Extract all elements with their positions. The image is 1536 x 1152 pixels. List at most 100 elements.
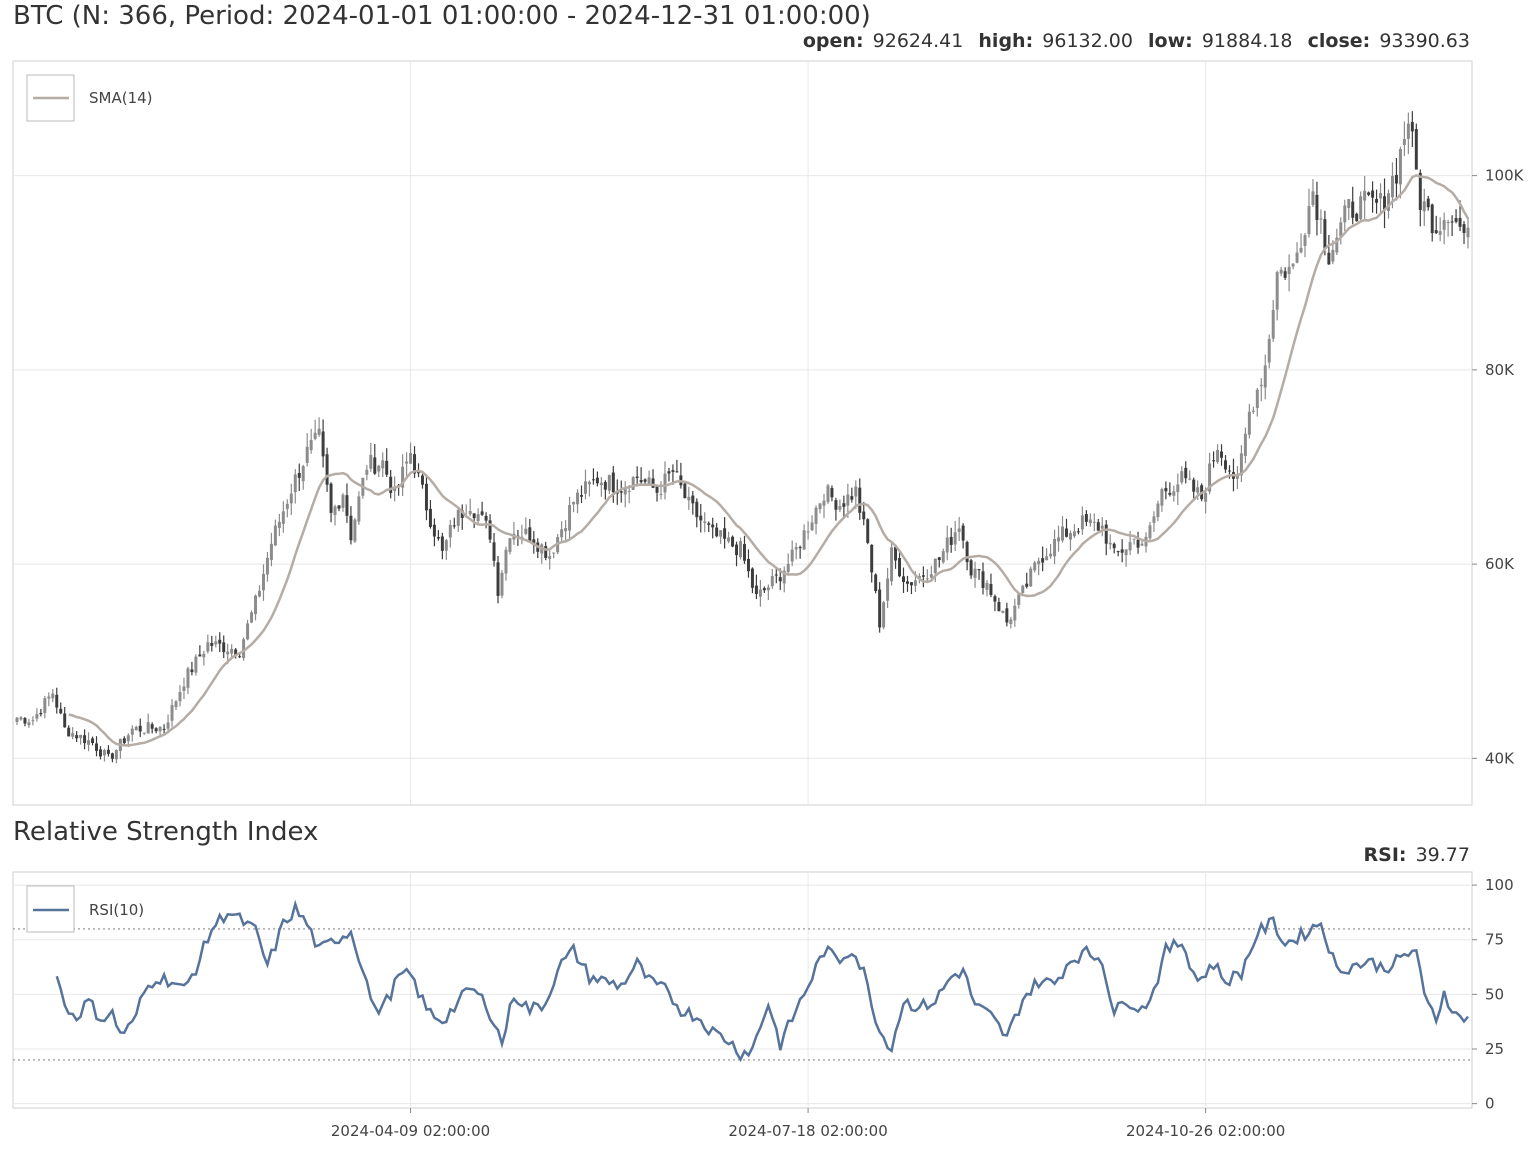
candle-body xyxy=(190,669,194,673)
candle-body xyxy=(1355,213,1359,222)
candle-body xyxy=(393,486,397,491)
candle-body xyxy=(1458,217,1462,227)
candle-body xyxy=(1072,531,1076,537)
candle-body xyxy=(1136,539,1140,548)
candle-body xyxy=(373,457,377,474)
ohlc-readout: open: 92624.41 high: 96132.00 low: 91884… xyxy=(803,30,1470,52)
candle-body xyxy=(937,557,941,561)
candle-body xyxy=(1379,193,1383,199)
candle-body xyxy=(488,520,492,540)
candle-body xyxy=(874,574,878,592)
candle-body xyxy=(878,589,882,628)
rsi-y-tick-label: 25 xyxy=(1485,1040,1504,1058)
candle-body xyxy=(532,539,536,545)
candle-body xyxy=(238,656,242,658)
candle-body xyxy=(230,648,234,654)
candle-body xyxy=(953,532,957,545)
candle-body xyxy=(218,639,222,644)
candle-body xyxy=(846,494,850,506)
candle-body xyxy=(580,495,583,497)
candle-body xyxy=(301,466,305,482)
x-tick-label: 2024-07-18 02:00:00 xyxy=(728,1122,887,1140)
candle-body xyxy=(977,569,981,571)
candle-body xyxy=(941,551,945,563)
candle-body xyxy=(603,482,607,490)
candle-body xyxy=(1029,568,1033,587)
candle-body xyxy=(1438,231,1442,235)
price-y-tick-label: 100K xyxy=(1485,167,1525,185)
candle-body xyxy=(126,735,130,742)
candle-body xyxy=(587,481,591,485)
candle-body xyxy=(826,485,830,503)
candle-body xyxy=(1402,139,1406,145)
candle-body xyxy=(1267,338,1271,363)
candle-body xyxy=(1080,515,1084,530)
candle-body xyxy=(1299,247,1303,253)
candle-body xyxy=(31,720,35,722)
candle-body xyxy=(1025,583,1029,587)
x-axis: 2024-04-09 02:00:00 2024-07-18 02:00:00 20… xyxy=(331,1108,1285,1140)
candle-body xyxy=(1227,470,1231,472)
candle-body xyxy=(842,503,846,507)
candle-body xyxy=(599,482,603,486)
candle-body xyxy=(1315,194,1319,220)
candle-body xyxy=(226,651,230,655)
candle-body xyxy=(142,732,146,734)
candle-body xyxy=(214,641,218,645)
candle-body xyxy=(886,578,890,601)
candle-body xyxy=(154,728,158,732)
price-panel-frame xyxy=(12,60,1473,806)
candle-body xyxy=(369,454,373,469)
candle-body xyxy=(83,735,87,744)
candle-body xyxy=(23,718,27,724)
rsi-label: RSI: xyxy=(1364,844,1407,866)
candle-body xyxy=(1339,222,1343,237)
candle-body xyxy=(401,466,405,488)
candle-body xyxy=(242,639,246,659)
price-y-tick-label: 60K xyxy=(1485,555,1515,573)
candle-body xyxy=(746,558,750,572)
candle-body xyxy=(102,750,106,756)
candle-body xyxy=(1208,463,1212,492)
candle-body xyxy=(1375,198,1379,203)
candle-body xyxy=(1120,549,1124,553)
rsi-value: 39.77 xyxy=(1416,844,1470,866)
candle-body xyxy=(1255,389,1259,408)
candle-body xyxy=(1359,196,1363,220)
open-label: open: xyxy=(803,30,864,52)
candle-body xyxy=(909,582,913,586)
candle-body xyxy=(1430,204,1434,234)
candle-body xyxy=(1434,230,1438,234)
rsi-panel-frame xyxy=(12,871,1473,1109)
candle-body xyxy=(766,587,770,591)
candle-body xyxy=(806,531,810,533)
candle-body xyxy=(607,474,611,491)
candle-body xyxy=(1271,310,1275,339)
candle-body xyxy=(1466,227,1470,238)
candle-body xyxy=(261,573,265,591)
candle-body xyxy=(1096,522,1100,531)
candle-body xyxy=(623,487,627,495)
candle-body xyxy=(1462,224,1466,234)
candle-body xyxy=(1061,526,1065,541)
candle-body xyxy=(985,582,989,590)
candle-body xyxy=(1112,543,1116,549)
candle-body xyxy=(1367,192,1371,195)
candle-body xyxy=(313,432,317,439)
candle-body xyxy=(675,471,679,473)
candle-body xyxy=(671,470,675,472)
candle-body xyxy=(834,500,838,510)
close-value: 93390.63 xyxy=(1379,30,1470,52)
candle-body xyxy=(158,726,162,732)
candle-body xyxy=(945,537,949,553)
high-label: high: xyxy=(978,30,1033,52)
candle-body xyxy=(55,694,59,708)
price-grid xyxy=(13,61,1472,805)
candle-body xyxy=(810,522,814,531)
candle-body xyxy=(35,714,39,719)
candle-body xyxy=(1247,411,1251,435)
candle-body xyxy=(818,503,822,510)
candle-body xyxy=(79,734,83,739)
candle-body xyxy=(19,717,23,720)
rsi-y-tick-label: 0 xyxy=(1485,1095,1495,1113)
